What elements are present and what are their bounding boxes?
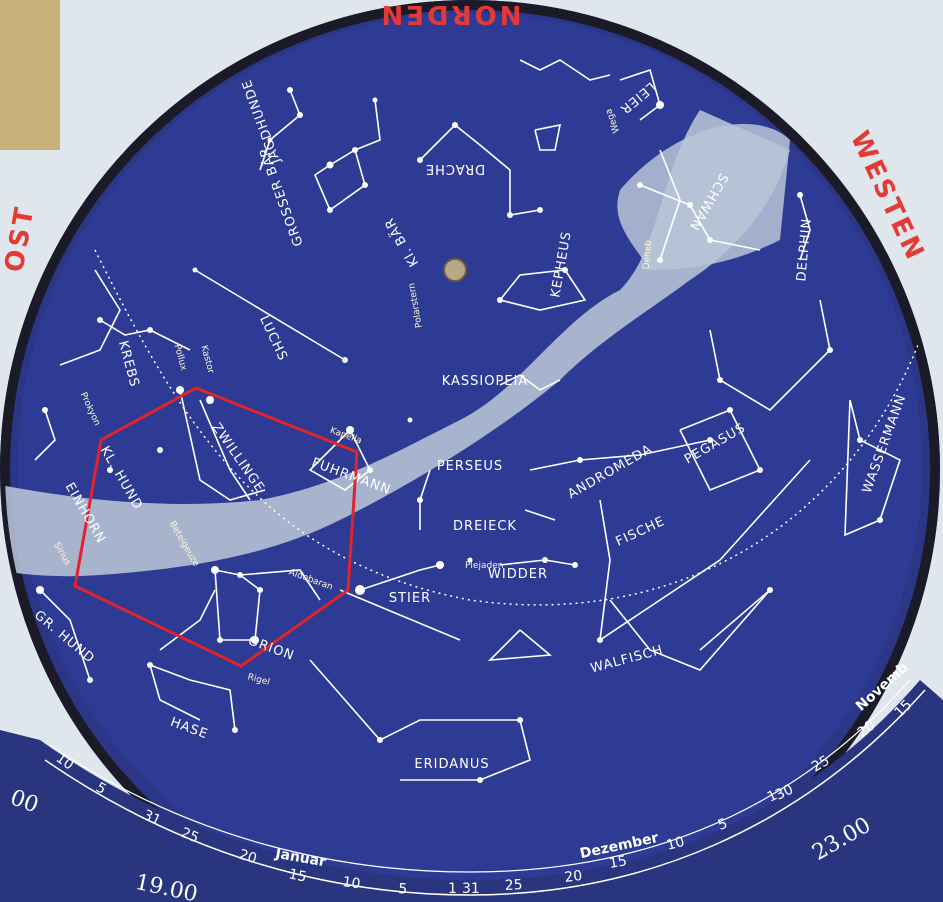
tick-20b: 20 — [564, 868, 584, 886]
cardinal-north: NORDEN — [379, 0, 522, 29]
date-scale-line — [44, 689, 926, 896]
background-corner-left — [0, 0, 60, 150]
tick-5b: 5 — [398, 881, 408, 898]
label-delphin: DELPHIN — [794, 217, 814, 282]
label-stier: STIER — [389, 591, 431, 606]
label-deneb: Deneb — [642, 239, 655, 269]
label-drache: DRACHE — [425, 161, 485, 176]
label-perseus: PERSEUS — [437, 459, 503, 474]
label-kassiopeia: KASSIOPEIA — [442, 374, 529, 389]
tick-10b: 10 — [341, 874, 361, 892]
tick-31b: 31 — [462, 881, 480, 897]
tick-15a: 15 — [287, 866, 308, 885]
tick-1b: 1 — [448, 881, 457, 897]
stars — [36, 87, 883, 783]
highlight-hexagon — [73, 386, 359, 668]
tick-10c: 10 — [665, 834, 686, 854]
pole-pivot — [443, 258, 467, 282]
tick-25a: 25 — [179, 825, 202, 847]
date-scale-ring — [0, 680, 943, 902]
ecliptic-line — [94, 249, 921, 606]
tick-25c: 25 — [809, 753, 832, 776]
tick-25b: 25 — [504, 877, 523, 894]
milky-way-upper — [617, 124, 790, 271]
date-scale-line-inner — [49, 679, 911, 873]
tick-31a: 31 — [140, 807, 163, 829]
label-widder: WIDDER — [488, 567, 548, 582]
tick-20a: 20 — [237, 847, 259, 868]
label-eridanus: ERIDANUS — [414, 757, 489, 772]
tick-15b: 15 — [608, 853, 628, 872]
tick-30c: 30 — [773, 782, 796, 804]
label-plejaden: Plejaden — [465, 561, 503, 571]
label-dreieck: DREIECK — [453, 519, 517, 534]
